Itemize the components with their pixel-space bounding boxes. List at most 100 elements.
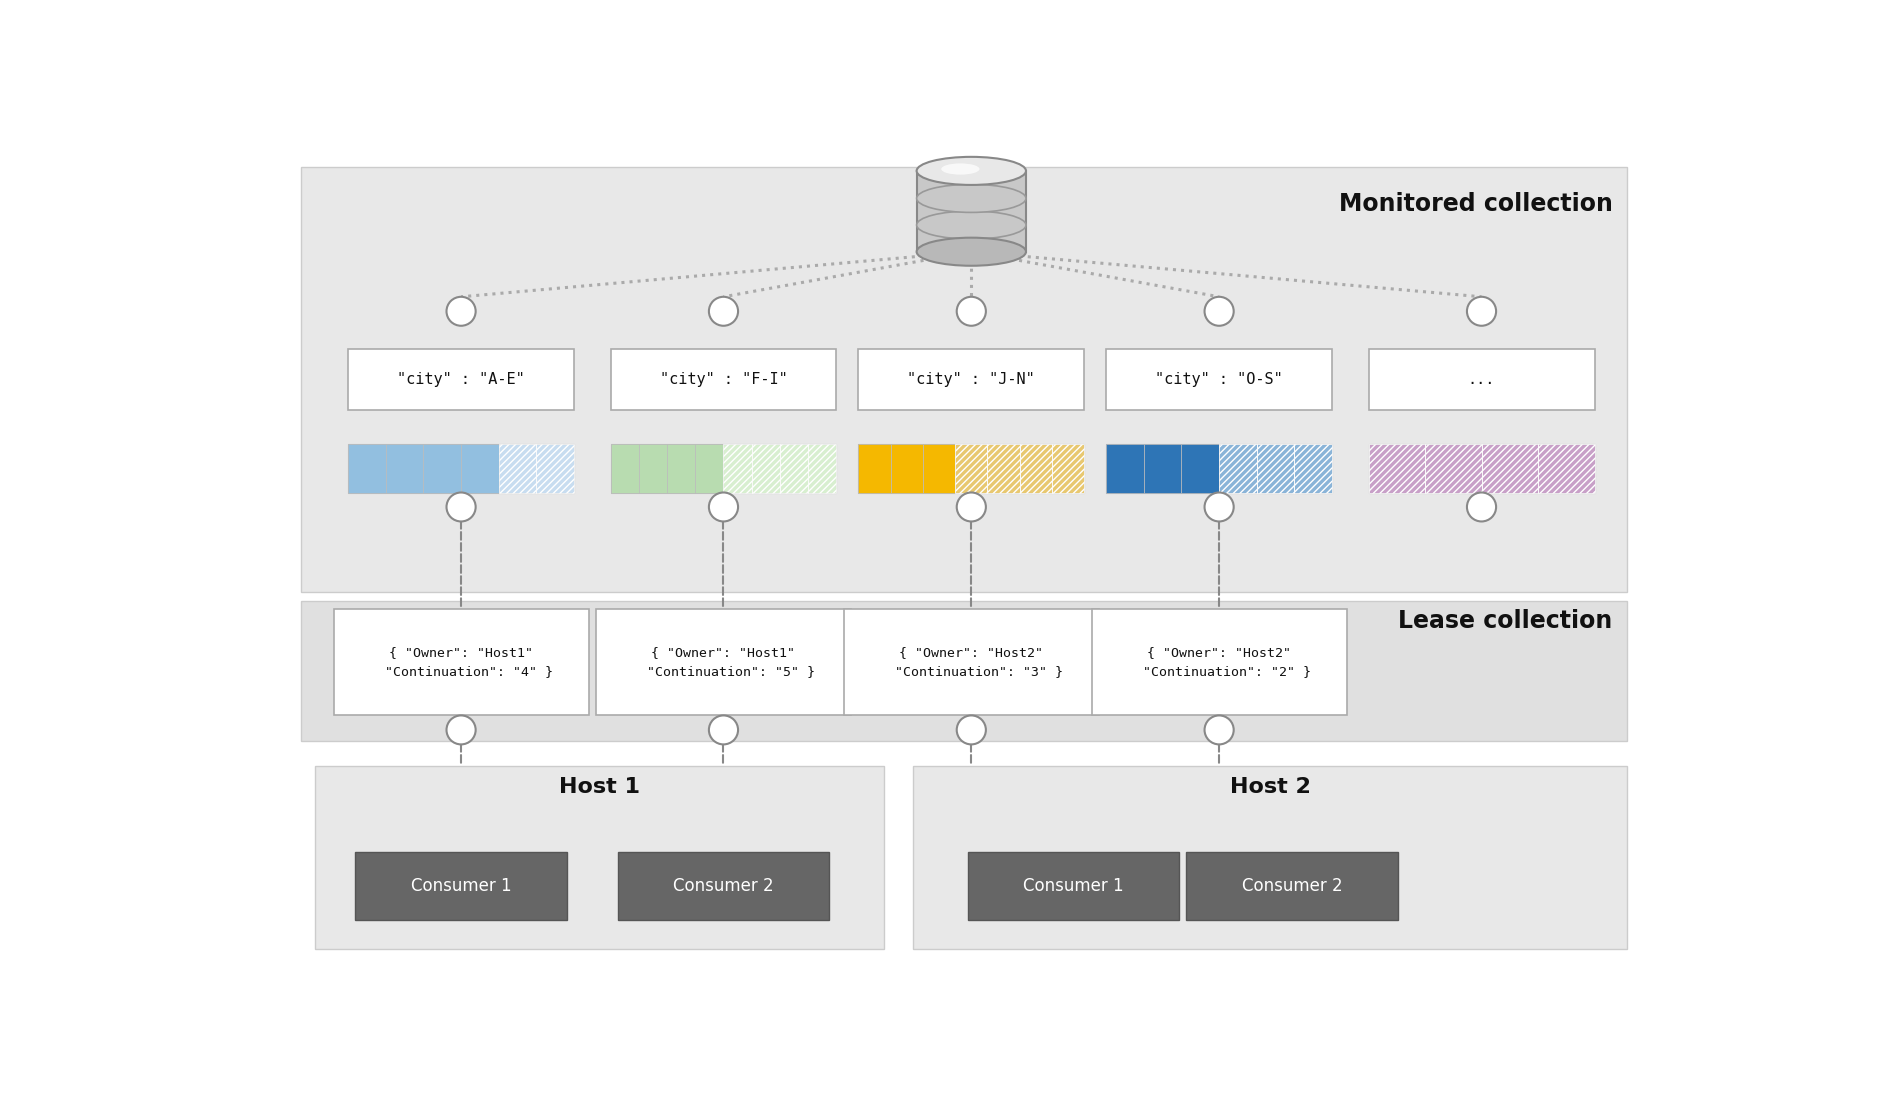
Bar — [889, 444, 923, 493]
Ellipse shape — [709, 493, 737, 522]
Bar — [611, 444, 837, 493]
Bar — [536, 444, 573, 493]
Bar — [916, 171, 1025, 252]
Ellipse shape — [1203, 493, 1233, 522]
Bar — [955, 444, 987, 493]
Bar — [301, 167, 1626, 592]
Bar — [348, 444, 385, 493]
Bar — [857, 444, 889, 493]
Ellipse shape — [1466, 493, 1495, 522]
Bar — [857, 349, 1083, 410]
Bar — [808, 444, 837, 493]
Bar — [1105, 444, 1331, 493]
Bar — [348, 444, 573, 493]
Text: "city" : "J-N": "city" : "J-N" — [906, 372, 1034, 387]
Bar — [1256, 444, 1293, 493]
Bar — [1293, 444, 1331, 493]
Bar — [1051, 444, 1083, 493]
Ellipse shape — [709, 715, 737, 745]
Bar — [355, 852, 566, 919]
Bar — [966, 852, 1179, 919]
Bar — [1293, 444, 1331, 493]
Ellipse shape — [446, 493, 476, 522]
Bar — [844, 609, 1098, 715]
Bar — [1369, 444, 1594, 493]
Text: Monitored collection: Monitored collection — [1339, 192, 1611, 217]
Text: { "Owner": "Host2"
  "Continuation": "3" }: { "Owner": "Host2" "Continuation": "3" } — [878, 646, 1062, 678]
Bar — [1105, 349, 1331, 410]
Bar — [1218, 444, 1256, 493]
Bar — [667, 444, 696, 493]
Text: "city" : "O-S": "city" : "O-S" — [1154, 372, 1282, 387]
Bar — [1143, 444, 1181, 493]
Bar — [423, 444, 461, 493]
Bar — [1481, 444, 1538, 493]
Bar — [1090, 609, 1346, 715]
Bar — [611, 444, 639, 493]
Bar — [808, 444, 837, 493]
Bar — [611, 349, 837, 410]
Bar — [385, 444, 423, 493]
Ellipse shape — [916, 211, 1025, 239]
Text: ...: ... — [1466, 372, 1495, 387]
Bar — [1369, 444, 1425, 493]
Bar — [498, 444, 536, 493]
Bar — [1186, 852, 1397, 919]
Ellipse shape — [1203, 715, 1233, 745]
Bar — [857, 444, 1083, 493]
Bar — [780, 444, 808, 493]
Ellipse shape — [916, 185, 1025, 212]
Bar — [316, 767, 884, 949]
Bar — [1425, 444, 1481, 493]
Bar — [536, 444, 573, 493]
Bar — [780, 444, 808, 493]
Bar — [912, 767, 1626, 949]
Text: Consumer 2: Consumer 2 — [673, 876, 773, 895]
Bar — [498, 444, 536, 493]
Bar — [1369, 349, 1594, 410]
Bar — [955, 444, 987, 493]
Text: { "Owner": "Host1"
  "Continuation": "5" }: { "Owner": "Host1" "Continuation": "5" } — [632, 646, 816, 678]
Bar — [1105, 444, 1143, 493]
Bar — [696, 444, 724, 493]
Bar — [617, 852, 829, 919]
Ellipse shape — [709, 297, 737, 326]
Bar — [333, 609, 588, 715]
Text: { "Owner": "Host1"
  "Continuation": "4" }: { "Owner": "Host1" "Continuation": "4" } — [368, 646, 553, 678]
Ellipse shape — [916, 157, 1025, 185]
Bar — [1051, 444, 1083, 493]
Bar — [987, 444, 1019, 493]
Text: Host 2: Host 2 — [1230, 777, 1310, 797]
Bar — [1256, 444, 1293, 493]
Ellipse shape — [957, 493, 985, 522]
Text: Consumer 1: Consumer 1 — [410, 876, 511, 895]
Bar — [724, 444, 752, 493]
Ellipse shape — [916, 238, 1025, 266]
Bar — [1369, 444, 1425, 493]
Text: "city" : "F-I": "city" : "F-I" — [660, 372, 788, 387]
Bar — [461, 444, 498, 493]
Bar — [1218, 444, 1256, 493]
Bar — [752, 444, 780, 493]
Ellipse shape — [957, 715, 985, 745]
Ellipse shape — [957, 297, 985, 326]
Bar — [724, 444, 752, 493]
Bar — [1019, 444, 1051, 493]
Bar — [596, 609, 850, 715]
Text: Host 1: Host 1 — [558, 777, 639, 797]
Ellipse shape — [446, 715, 476, 745]
Bar — [752, 444, 780, 493]
Bar — [348, 349, 573, 410]
Bar — [923, 444, 955, 493]
Text: Consumer 2: Consumer 2 — [1241, 876, 1342, 895]
Bar — [1425, 444, 1481, 493]
Text: Lease collection: Lease collection — [1397, 609, 1611, 633]
Text: Consumer 1: Consumer 1 — [1023, 876, 1122, 895]
Text: "city" : "A-E": "city" : "A-E" — [397, 372, 525, 387]
Text: { "Owner": "Host2"
  "Continuation": "2" }: { "Owner": "Host2" "Continuation": "2" } — [1126, 646, 1310, 678]
Bar — [987, 444, 1019, 493]
Bar — [1538, 444, 1594, 493]
Ellipse shape — [1203, 297, 1233, 326]
Ellipse shape — [940, 164, 979, 175]
Bar — [1181, 444, 1218, 493]
